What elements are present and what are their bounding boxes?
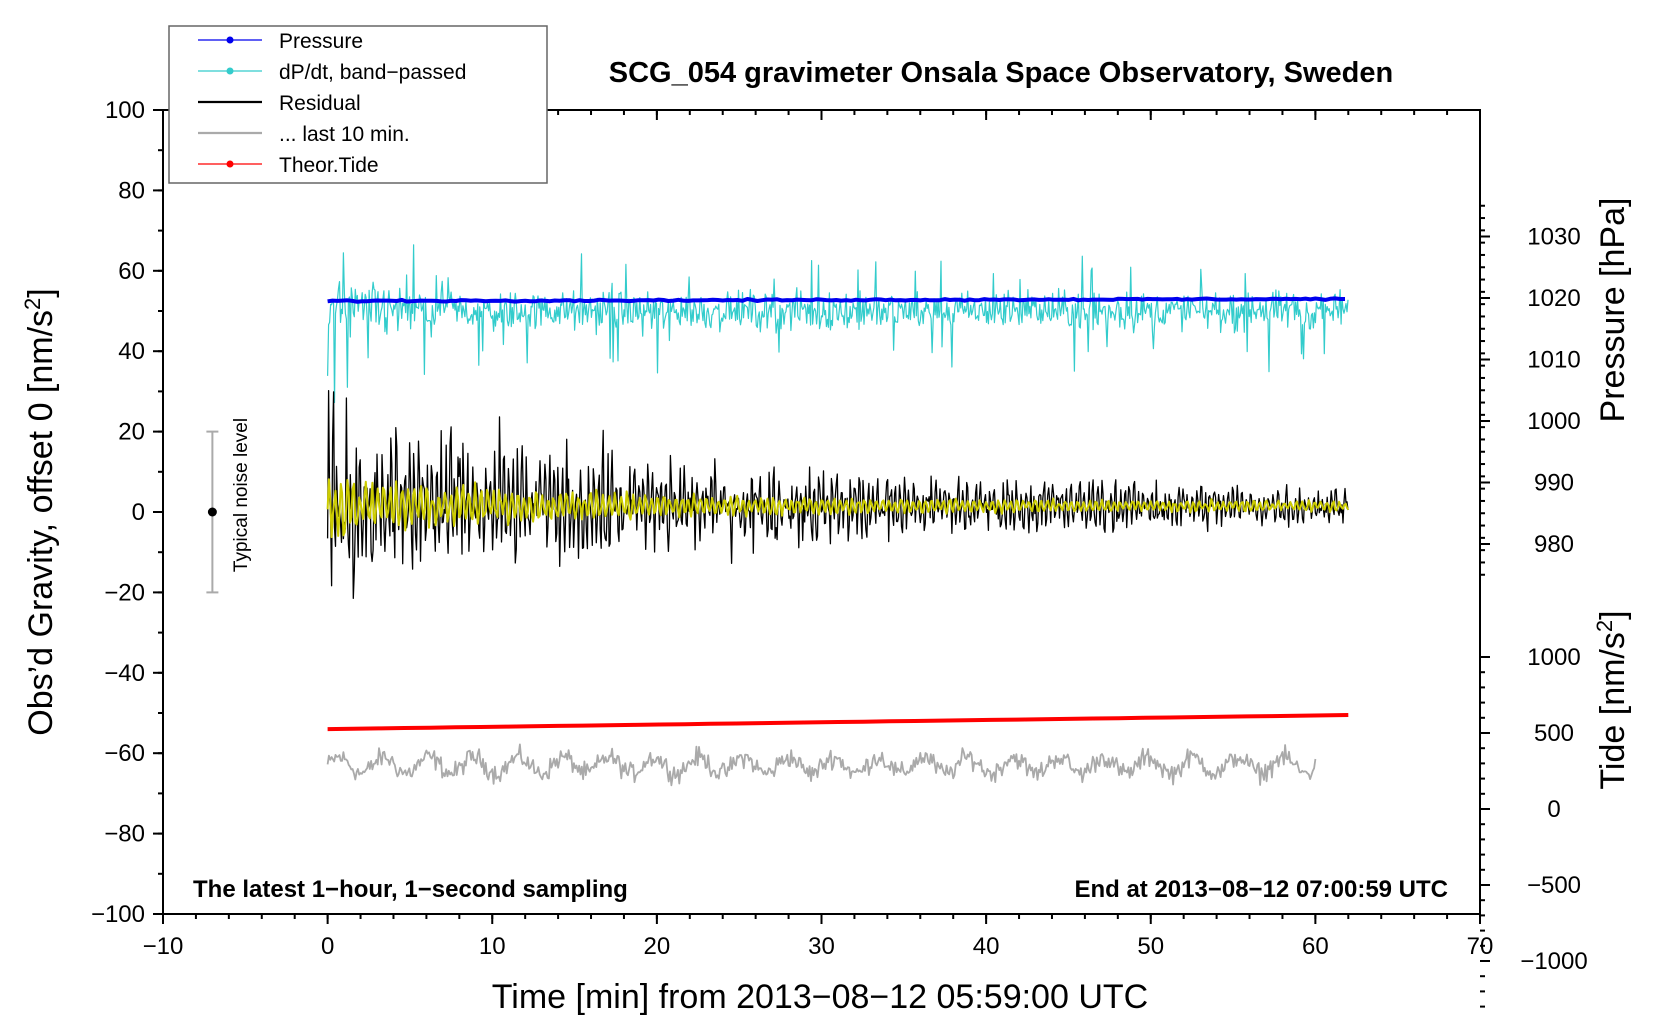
tide-tick-label: 1000	[1527, 644, 1580, 671]
pressure-tick-label: 1010	[1527, 347, 1580, 374]
pressure-tick-label: 980	[1534, 531, 1574, 558]
y-tick-label: −80	[104, 821, 145, 848]
legend-swatch-marker	[226, 160, 234, 168]
dpdt-series	[327, 244, 1349, 404]
y-axis-label-left-sup: 2	[20, 298, 45, 310]
tide-tick-label: −500	[1527, 872, 1581, 899]
x-tick-label: 0	[321, 933, 334, 960]
x-tick-label: 20	[644, 933, 671, 960]
legend-label: Pressure	[279, 30, 363, 53]
x-tick-label: 50	[1137, 933, 1164, 960]
x-tick-label: 30	[808, 933, 835, 960]
legend-label: Theor.Tide	[279, 154, 379, 177]
y-axis-label-left-main: Obs’d Gravity, offset 0 [nm/s	[22, 310, 60, 736]
last-10-min-series	[326, 743, 1317, 787]
y-axis-label-left-end: ]	[22, 288, 60, 297]
legend-item: Theor.Tide	[198, 154, 379, 177]
x-tick-labels: −10 0 10 20 30 40 50 60 70	[143, 933, 1494, 960]
y-axis-label-pressure: Pressure [hPa]	[1594, 198, 1632, 423]
noise-level-bar	[206, 430, 219, 594]
sampling-note: The latest 1−hour, 1−second sampling	[193, 876, 628, 903]
x-tick-label: 60	[1302, 933, 1329, 960]
y-tick-label: 40	[118, 338, 145, 365]
pressure-tick-labels: 980 990 1000 1010 1020 1030	[1527, 224, 1580, 559]
pressure-tick-label: 990	[1534, 470, 1574, 497]
x-tick-label: 40	[973, 933, 1000, 960]
pressure-tick-label: 1000	[1527, 408, 1580, 435]
x-tick-label: 10	[479, 933, 506, 960]
legend-item: ... last 10 min.	[198, 123, 410, 146]
legend: Pressure dP/dt, band−passed Residual ... la…	[168, 25, 548, 184]
tide-tick-label: −1000	[1520, 948, 1587, 975]
y-tick-label: −20	[104, 579, 145, 606]
noise-bar-center-dot	[207, 507, 217, 517]
legend-label: Residual	[279, 92, 361, 115]
noise-level-label: Typical noise level	[231, 418, 252, 572]
y-tick-label: 80	[118, 177, 145, 204]
legend-item: Pressure	[198, 30, 363, 53]
legend-label: dP/dt, band−passed	[279, 61, 466, 84]
y-tick-label: 20	[118, 419, 145, 446]
y-axis-label-tide-sup: 2	[1592, 620, 1617, 632]
legend-box	[168, 25, 548, 184]
pressure-tick-label: 1020	[1527, 285, 1580, 312]
residual-smoothed-series	[326, 478, 1350, 539]
y-tick-label: 100	[105, 97, 145, 124]
tide-tick-label: 0	[1547, 796, 1560, 823]
chart-title: SCG_054 gravimeter Onsala Space Observat…	[609, 57, 1393, 89]
y-tick-label: 60	[118, 258, 145, 285]
series-layer	[326, 244, 1350, 787]
legend-swatch-marker	[226, 36, 234, 44]
legend-item: dP/dt, band−passed	[198, 61, 466, 84]
x-axis-label: Time [min] from 2013−08−12 05:59:00 UTC	[492, 978, 1148, 1016]
legend-label: ... last 10 min.	[279, 123, 410, 146]
y-tick-labels: −100 −80 −60 −40 −20 0 20 40 60 80 100	[91, 97, 145, 928]
legend-swatch-marker	[226, 67, 234, 75]
y-tick-label: −60	[104, 740, 145, 767]
x-tick-label: 70	[1467, 933, 1494, 960]
y-axis-label-tide: Tide [nm/s2]	[1592, 610, 1633, 789]
y-tick-label: 0	[132, 499, 145, 526]
y-axis-label-tide-main: Tide [nm/s	[1594, 632, 1632, 789]
residual-series	[326, 390, 1349, 600]
pressure-tick-label: 1030	[1527, 224, 1580, 251]
y-axis-label-tide-end: ]	[1594, 610, 1632, 619]
x-tick-label: −10	[143, 933, 184, 960]
tide-tick-label: 500	[1534, 720, 1574, 747]
theor-tide-series	[327, 713, 1349, 732]
y-axis-label-left: Obs’d Gravity, offset 0 [nm/s2]	[20, 288, 61, 735]
end-time-note: End at 2013−08−12 07:00:59 UTC	[1074, 876, 1448, 903]
pressure-series	[327, 296, 1345, 304]
y-tick-label: −100	[91, 901, 145, 928]
y-tick-label: −40	[104, 660, 145, 687]
legend-item: Residual	[198, 92, 361, 115]
